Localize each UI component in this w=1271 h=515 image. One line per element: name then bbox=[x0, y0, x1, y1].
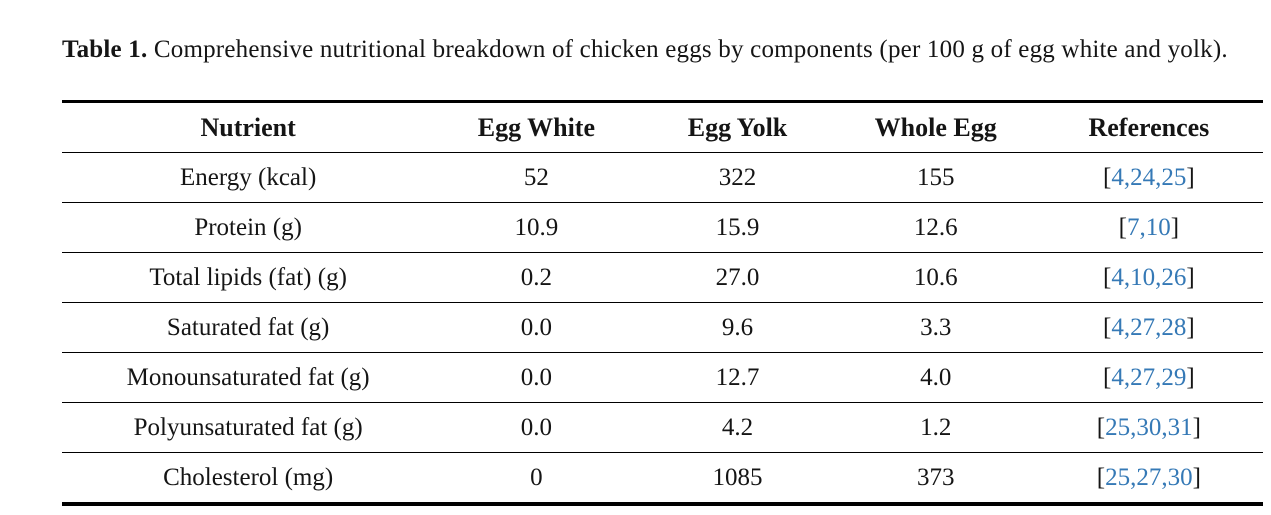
table-row: Saturated fat (g) 0.0 9.6 3.3 [4,27,28] bbox=[62, 302, 1263, 353]
citation-link[interactable]: 4 bbox=[1111, 263, 1124, 291]
egg-yolk-cell: 15.9 bbox=[638, 202, 837, 253]
reference-close-bracket: ] bbox=[1186, 363, 1195, 391]
egg-yolk-cell: 27.0 bbox=[638, 252, 837, 303]
egg-white-cell: 0.2 bbox=[434, 252, 639, 303]
egg-yolk-cell: 12.7 bbox=[638, 352, 837, 403]
egg-white-cell: 52 bbox=[434, 152, 639, 203]
references-cell: [4,27,28] bbox=[1034, 302, 1263, 353]
table-body: Energy (kcal) 52 322 155 [4,24,25] Protein (g… bbox=[62, 152, 1263, 505]
table-row: Polyunsaturated fat (g) 0.0 4.2 1.2 [25,30,3… bbox=[62, 402, 1263, 453]
reference-close-bracket: ] bbox=[1186, 313, 1195, 341]
references-cell: [4,27,29] bbox=[1034, 352, 1263, 403]
references-cell: [4,24,25] bbox=[1034, 152, 1263, 203]
nutrient-cell: Protein (g) bbox=[62, 202, 435, 253]
reference-open-bracket: [ bbox=[1103, 163, 1112, 191]
egg-white-cell: 10.9 bbox=[434, 202, 639, 253]
references-cell: [25,27,30] bbox=[1035, 453, 1263, 505]
reference-links: 25,27,30 bbox=[1105, 463, 1193, 491]
nutrient-cell: Polyunsaturated fat (g) bbox=[62, 402, 435, 453]
table-row: Protein (g) 10.9 15.9 12.6 [7,10] bbox=[62, 202, 1263, 253]
reference-close-bracket: ] bbox=[1192, 463, 1201, 491]
citation-link[interactable]: 29 bbox=[1161, 363, 1187, 391]
reference-close-bracket: ] bbox=[1170, 213, 1180, 241]
column-header-egg-yolk: Egg Yolk bbox=[638, 101, 837, 153]
reference-open-bracket: [ bbox=[1103, 363, 1112, 391]
table-row: Monounsaturated fat (g) 0.0 12.7 4.0 [4,27,2… bbox=[62, 352, 1263, 403]
citation-link[interactable]: 4 bbox=[1111, 363, 1124, 391]
citation-link[interactable]: 27 bbox=[1136, 463, 1162, 491]
citation-link[interactable]: 7 bbox=[1127, 213, 1140, 241]
egg-yolk-cell: 4.2 bbox=[638, 402, 837, 453]
references-cell: [4,10,26] bbox=[1034, 252, 1263, 303]
whole-egg-cell: 1.2 bbox=[836, 402, 1035, 453]
citation-link[interactable]: 25 bbox=[1105, 463, 1131, 491]
egg-white-cell: 0.0 bbox=[434, 302, 639, 353]
table-caption-label: Table 1. bbox=[62, 36, 148, 63]
table-caption: Table 1. Comprehensive nutritional break… bbox=[62, 30, 1264, 69]
citation-link[interactable]: 26 bbox=[1161, 263, 1187, 291]
nutrient-cell: Energy (kcal) bbox=[62, 152, 435, 203]
egg-white-cell: 0 bbox=[530, 463, 543, 491]
reference-close-bracket: ] bbox=[1186, 263, 1195, 291]
citation-link[interactable]: 30 bbox=[1167, 463, 1193, 491]
references-cell: [7,10] bbox=[1034, 202, 1263, 253]
citation-link[interactable]: 27 bbox=[1130, 363, 1156, 391]
citation-link[interactable]: 25 bbox=[1105, 413, 1131, 441]
egg-white-cell: 0.0 bbox=[434, 402, 639, 453]
reference-close-bracket: ] bbox=[1186, 163, 1195, 191]
nutrient-cell: Monounsaturated fat (g) bbox=[62, 352, 435, 403]
whole-egg-cell: 4.0 bbox=[836, 352, 1035, 403]
egg-yolk-cell: 322 bbox=[638, 152, 837, 203]
reference-links: 4,27,29 bbox=[1111, 363, 1187, 391]
reference-links: 25,30,31 bbox=[1105, 413, 1193, 441]
table-caption-text: Comprehensive nutritional breakdown of c… bbox=[153, 36, 1228, 63]
column-header-nutrient: Nutrient bbox=[62, 101, 435, 153]
nutrition-table: Nutrient Egg White Egg Yolk Whole Egg Refere… bbox=[62, 100, 1263, 506]
nutrient-cell: Saturated fat (g) bbox=[62, 302, 435, 353]
reference-open-bracket: [ bbox=[1096, 463, 1106, 491]
reference-open-bracket: [ bbox=[1096, 413, 1106, 441]
reference-links: 4,24,25 bbox=[1111, 163, 1187, 191]
references-cell: [25,30,31] bbox=[1034, 402, 1263, 453]
table-row: Cholesterol (mg) 0 1085 373 [25,27,30] bbox=[62, 453, 1263, 505]
whole-egg-cell: 12.6 bbox=[836, 202, 1035, 253]
reference-links: 7,10 bbox=[1127, 213, 1171, 241]
whole-egg-cell: 373 bbox=[916, 463, 955, 491]
citation-link[interactable]: 31 bbox=[1167, 413, 1193, 441]
whole-egg-cell: 3.3 bbox=[836, 302, 1035, 353]
table-header: Nutrient Egg White Egg Yolk Whole Egg Refere… bbox=[62, 101, 1263, 153]
citation-link[interactable]: 10 bbox=[1130, 263, 1156, 291]
column-header-references: References bbox=[1034, 101, 1263, 153]
citation-link[interactable]: 4 bbox=[1111, 313, 1124, 341]
table-row: Total lipids (fat) (g) 0.2 27.0 10.6 [4,10,2… bbox=[62, 252, 1263, 303]
citation-link[interactable]: 10 bbox=[1145, 213, 1171, 241]
reference-links: 4,27,28 bbox=[1111, 313, 1187, 341]
egg-yolk-cell: 9.6 bbox=[638, 302, 837, 353]
whole-egg-cell: 10.6 bbox=[836, 252, 1035, 303]
egg-yolk-cell: 1085 bbox=[712, 463, 763, 491]
column-header-whole-egg: Whole Egg bbox=[836, 101, 1035, 153]
nutrient-cell: Cholesterol (mg) bbox=[163, 463, 334, 491]
citation-link[interactable]: 28 bbox=[1161, 313, 1187, 341]
reference-open-bracket: [ bbox=[1118, 213, 1127, 241]
citation-link[interactable]: 25 bbox=[1161, 163, 1187, 191]
citation-link[interactable]: 27 bbox=[1130, 313, 1156, 341]
table-row: Energy (kcal) 52 322 155 [4,24,25] bbox=[62, 152, 1263, 203]
nutrient-cell: Total lipids (fat) (g) bbox=[62, 252, 435, 303]
egg-white-cell: 0.0 bbox=[434, 352, 639, 403]
reference-open-bracket: [ bbox=[1103, 263, 1112, 291]
whole-egg-cell: 155 bbox=[836, 152, 1035, 203]
reference-links: 4,10,26 bbox=[1111, 263, 1187, 291]
reference-open-bracket: [ bbox=[1103, 313, 1112, 341]
citation-link[interactable]: 4 bbox=[1111, 163, 1124, 191]
table-header-row: Nutrient Egg White Egg Yolk Whole Egg Refere… bbox=[62, 101, 1263, 153]
reference-close-bracket: ] bbox=[1192, 413, 1201, 441]
column-header-egg-white: Egg White bbox=[434, 101, 639, 153]
citation-link[interactable]: 30 bbox=[1136, 413, 1162, 441]
citation-link[interactable]: 24 bbox=[1130, 163, 1156, 191]
